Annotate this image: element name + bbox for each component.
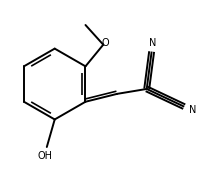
- Text: O: O: [101, 38, 109, 48]
- Text: N: N: [189, 105, 197, 115]
- Text: N: N: [149, 38, 156, 48]
- Text: OH: OH: [37, 151, 52, 161]
